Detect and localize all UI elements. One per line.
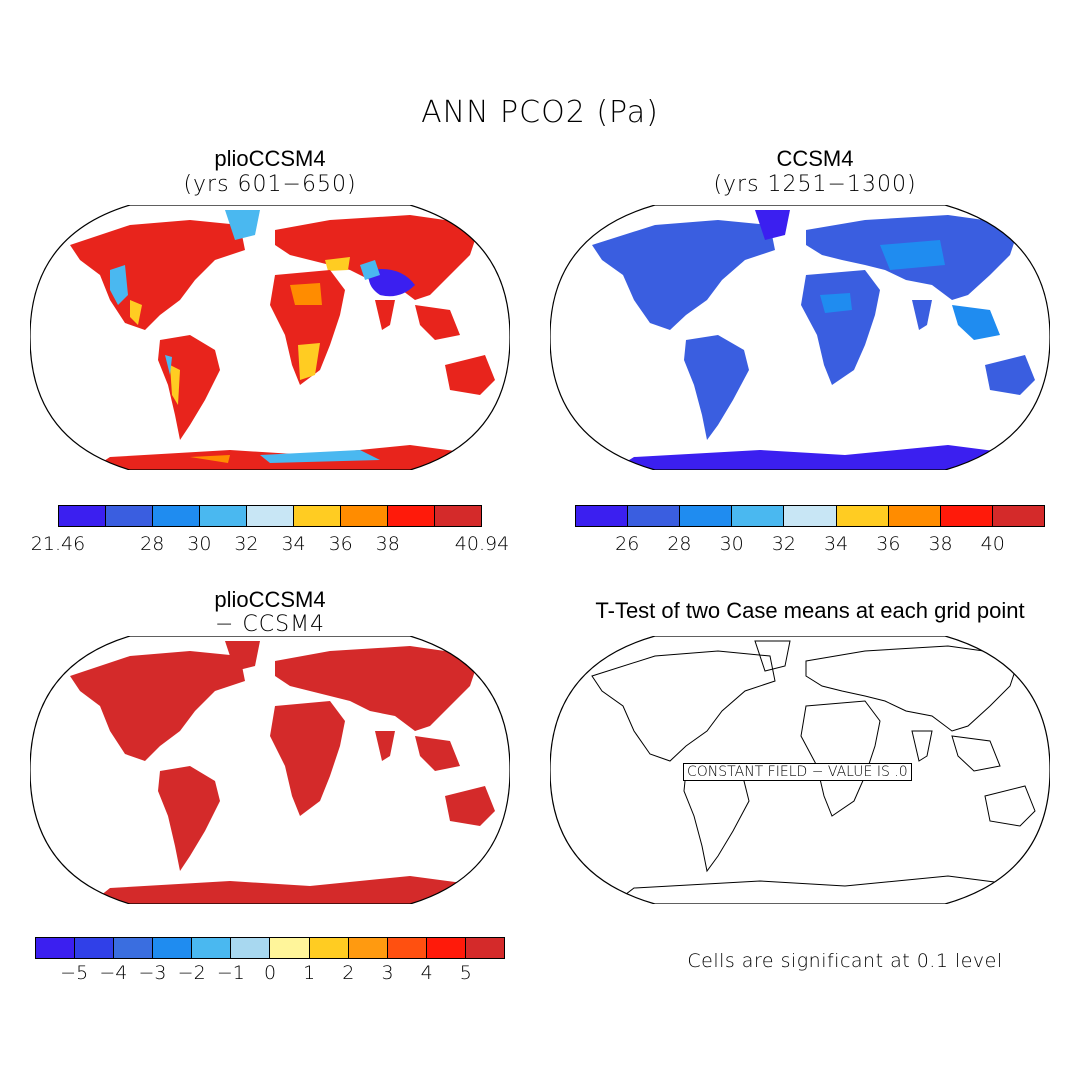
colorbar-swatch [888,506,941,526]
colorbar-swatch [247,506,294,526]
colorbar-tick-label: 40 [980,533,1005,555]
panel-title-ccsm4: CCSM4 [776,146,854,171]
colorbar-swatch [784,506,837,526]
map-ccsm4 [550,205,1050,470]
colorbar-difference [35,937,505,959]
colorbar-swatch [114,938,154,958]
constant-field-label: CONSTANT FIELD − VALUE IS .0 [683,763,912,781]
colorbar-tick-label: −2 [177,962,206,984]
colorbar-swatch [341,506,388,526]
significance-note: Cells are significant at 0.1 level [687,950,1003,972]
colorbar-swatch [270,938,310,958]
colorbar-tick-label: 3 [381,962,394,984]
colorbar-tick-label: 32 [771,533,796,555]
colorbar-tick-label: 36 [328,533,353,555]
map-difference [30,636,510,904]
land-eurasia [275,215,480,300]
land-north-america [70,220,245,330]
panel-title-difference: plioCCSM4 [214,587,326,612]
colorbar-ticks-difference: −5 −4 −3 −2 −1 0 1 2 3 4 5 [0,962,1080,986]
colorbar-swatch [59,506,106,526]
land-south-america [158,335,220,440]
colorbar-tick-label: 5 [459,962,472,984]
colorbar-swatch [231,938,271,958]
colorbar-swatch [106,506,153,526]
panel-subtitle-plio: (yrs 601−650) [183,172,357,197]
colorbar-swatch [465,938,504,958]
colorbar-swatch [680,506,733,526]
colorbar-tick-label: 4 [420,962,433,984]
colorbar-tick-label: 40.94 [454,533,510,555]
colorbar-tick-label: 38 [375,533,400,555]
colorbar-tick-label: 1 [303,962,316,984]
colorbar-tick-label: 34 [281,533,306,555]
colorbar-swatch [36,938,76,958]
colorbar-tick-label: −3 [138,962,167,984]
colorbar-swatch [387,938,427,958]
colorbar-tick-label: 28 [667,533,692,555]
land-greenland [225,210,260,240]
colorbar-swatch [426,938,466,958]
colorbar-swatch [576,506,629,526]
panel-subtitle-ccsm4: (yrs 1251−1300) [713,172,917,197]
colorbar-tick-label: 26 [615,533,640,555]
main-title: ANN PCO2 (Pa) [421,95,659,130]
colorbar-tick-label: 36 [876,533,901,555]
colorbar-swatch [732,506,785,526]
colorbar-swatch [153,506,200,526]
ttest-title: T-Test of two Case means at each grid po… [595,598,1025,623]
colorbar-swatch [940,506,993,526]
colorbar-tick-label: 34 [824,533,849,555]
colorbar-swatch [435,506,481,526]
colorbar-tick-label: 0 [263,962,277,984]
colorbar-tick-label: −5 [60,962,89,984]
land-australia [445,355,495,395]
colorbar-swatch [992,506,1044,526]
land-africa [270,270,345,385]
colorbar-ticks-ccsm4: 26 28 30 32 34 36 38 40 [0,533,1080,557]
colorbar-swatch [75,938,115,958]
colorbar-swatch [294,506,341,526]
colorbar-tick-label: 28 [140,533,165,555]
colorbar-tick-label: 32 [234,533,259,555]
colorbar-tick-label: −1 [216,962,245,984]
colorbar-tick-label: 2 [342,962,355,984]
colorbar-tick-label: 30 [187,533,212,555]
colorbar-swatch [200,506,247,526]
panel-subtitle-difference: − CCSM4 [214,612,326,637]
colorbar-tick-label: 38 [928,533,953,555]
colorbar-ccsm4 [575,505,1045,527]
map-ttest [550,636,1050,904]
colorbar-tick-label: 30 [719,533,744,555]
map-pliocene [30,205,510,470]
colorbar-tick-label: 21.46 [30,533,86,555]
colorbar-swatch [192,938,232,958]
colorbar-swatch [628,506,681,526]
colorbar-swatch [309,938,349,958]
colorbar-swatch [348,938,388,958]
panel-title-plio: plioCCSM4 [214,146,326,171]
colorbar-ticks-pliocene: 21.46 28 30 32 34 36 38 40.94 [0,533,1080,557]
colorbar-swatch [388,506,435,526]
colorbar-tick-label: −4 [99,962,128,984]
colorbar-swatch [836,506,889,526]
colorbar-swatch [153,938,193,958]
colorbar-pliocene [58,505,482,527]
